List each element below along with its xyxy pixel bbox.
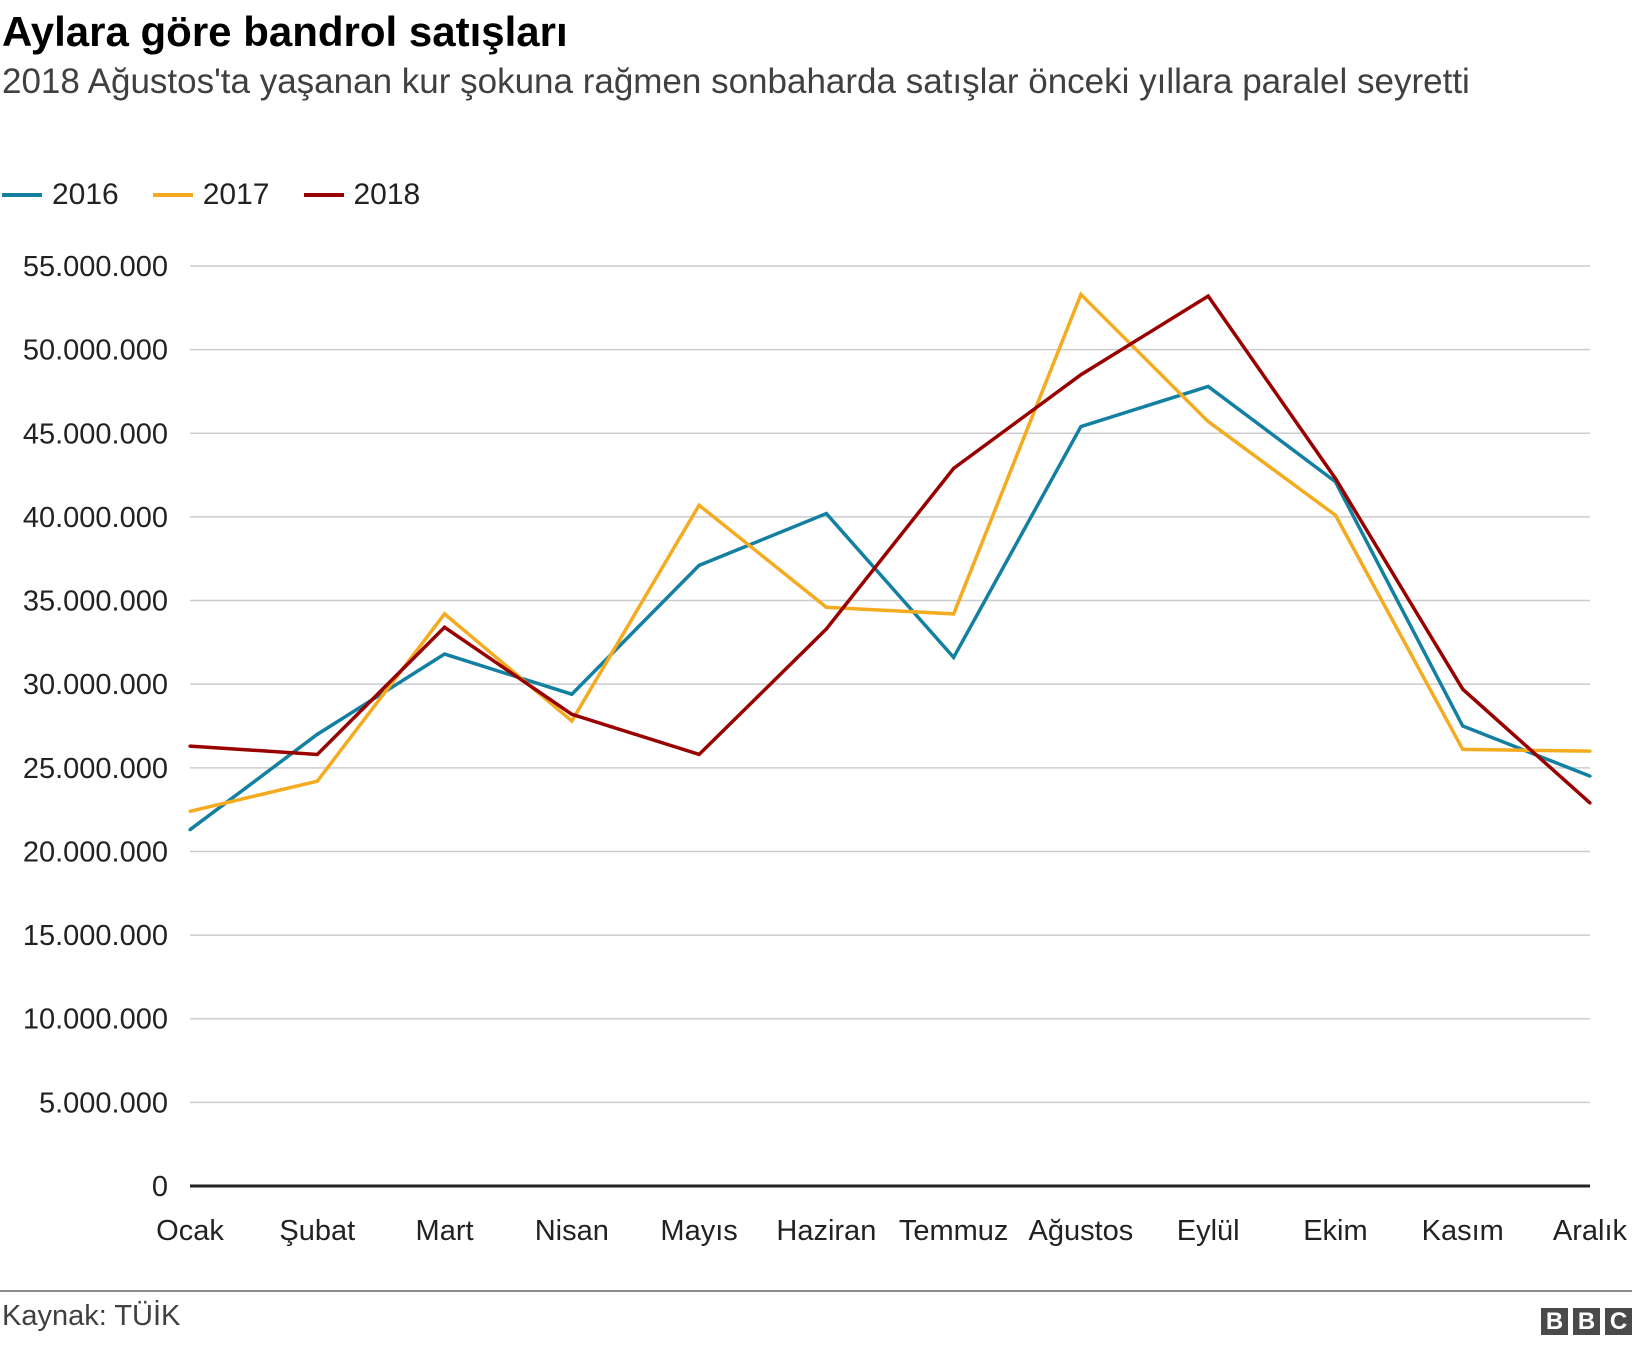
- y-tick-label: 55.000.000: [23, 251, 168, 283]
- x-tick-label: Aralık: [1553, 1215, 1628, 1247]
- data-point-2017: [1206, 419, 1210, 424]
- data-point-2017: [1461, 747, 1465, 752]
- chart-title: Aylara göre bandrol satışları: [2, 8, 568, 55]
- x-tick-label: Ocak: [156, 1215, 224, 1247]
- legend: 2016 2017 2018: [2, 178, 454, 212]
- footer-divider: [0, 1290, 1632, 1292]
- x-tick-label: Ekim: [1303, 1215, 1367, 1247]
- x-tick-label: Haziran: [776, 1215, 876, 1247]
- data-point-2016: [952, 655, 956, 660]
- series-line-2016: [188, 384, 1591, 832]
- data-point-2017: [188, 809, 192, 813]
- x-tick-label: Temmuz: [899, 1215, 1009, 1247]
- legend-label-2018: 2018: [353, 178, 421, 211]
- chart-subtitle: 2018 Ağustos'ta yaşanan kur şokuna rağme…: [2, 62, 1470, 101]
- x-tick-label: Kasım: [1422, 1215, 1504, 1247]
- data-point-2018: [570, 712, 574, 716]
- y-tick-label: 5.000.000: [39, 1087, 168, 1119]
- data-point-2016: [188, 828, 192, 832]
- data-point-2017: [824, 605, 828, 609]
- y-tick-label: 35.000.000: [23, 586, 168, 618]
- legend-label-2016: 2016: [52, 178, 119, 211]
- data-point-2018: [442, 625, 447, 629]
- legend-item-2017: 2017: [152, 178, 270, 212]
- line-chart: 0 5.000.000 10.000.000 15.000.000 20.000.000…: [23, 251, 1628, 1247]
- bbc-logo-letter: C: [1605, 1308, 1632, 1335]
- data-point-2016: [1079, 424, 1083, 429]
- data-point-2018: [1588, 801, 1592, 805]
- x-tick-label: Nisan: [535, 1215, 609, 1247]
- data-point-2017: [442, 612, 447, 616]
- x-tick-label: Mayıs: [660, 1215, 737, 1247]
- bbc-logo-letter: B: [1541, 1308, 1568, 1335]
- y-tick-label: 30.000.000: [23, 669, 168, 701]
- x-tick-label: Şubat: [279, 1215, 355, 1247]
- data-point-2016: [697, 563, 701, 568]
- data-point-2017: [570, 719, 574, 723]
- data-point-2018: [1461, 687, 1465, 691]
- data-point-2017: [315, 779, 319, 783]
- data-point-2016: [315, 732, 319, 736]
- data-point-2018: [1333, 476, 1338, 481]
- x-tick-label: Mart: [416, 1215, 474, 1247]
- data-point-2017: [1333, 513, 1338, 517]
- data-point-2017: [952, 612, 956, 616]
- data-point-2018: [188, 744, 192, 748]
- data-point-2018: [697, 752, 701, 757]
- source-note: Kaynak: TÜİK: [2, 1300, 181, 1332]
- y-tick-label: 50.000.000: [23, 335, 168, 367]
- data-point-2018: [1079, 373, 1083, 377]
- y-tick-label: 25.000.000: [23, 753, 168, 785]
- y-tick-label: 15.000.000: [23, 920, 168, 952]
- data-point-2016: [570, 692, 574, 696]
- data-point-2018: [315, 752, 319, 757]
- legend-swatch-2016: [2, 193, 42, 197]
- y-tick-label: 20.000.000: [23, 836, 168, 868]
- data-point-2018: [1206, 294, 1210, 298]
- bbc-logo: B B C: [1536, 1308, 1632, 1335]
- data-point-2017: [1588, 749, 1592, 753]
- data-point-2016: [1461, 724, 1465, 728]
- data-point-2016: [824, 511, 828, 516]
- data-point-2018: [952, 466, 956, 470]
- legend-item-2016: 2016: [2, 178, 119, 212]
- data-point-2018: [824, 627, 828, 631]
- y-tick-label: 10.000.000: [23, 1004, 168, 1036]
- y-tick-label: 45.000.000: [23, 418, 168, 450]
- data-point-2016: [1206, 384, 1210, 389]
- legend-swatch-2017: [152, 193, 193, 197]
- bbc-logo-letter: B: [1573, 1308, 1600, 1335]
- data-point-2017: [1079, 292, 1083, 297]
- data-point-2017: [697, 503, 701, 507]
- x-tick-label: Eylül: [1177, 1215, 1240, 1247]
- legend-label-2017: 2017: [202, 178, 270, 211]
- x-tick-label: Ağustos: [1029, 1215, 1134, 1247]
- legend-item-2018: 2018: [303, 178, 421, 212]
- series-line-2018: [189, 293, 1592, 805]
- data-point-2016: [1588, 774, 1592, 778]
- y-tick-label: 0: [152, 1171, 168, 1203]
- legend-swatch-2018: [303, 193, 344, 197]
- data-point-2016: [442, 652, 447, 656]
- y-tick-label: 40.000.000: [23, 502, 168, 534]
- series-line-2017: [189, 291, 1591, 814]
